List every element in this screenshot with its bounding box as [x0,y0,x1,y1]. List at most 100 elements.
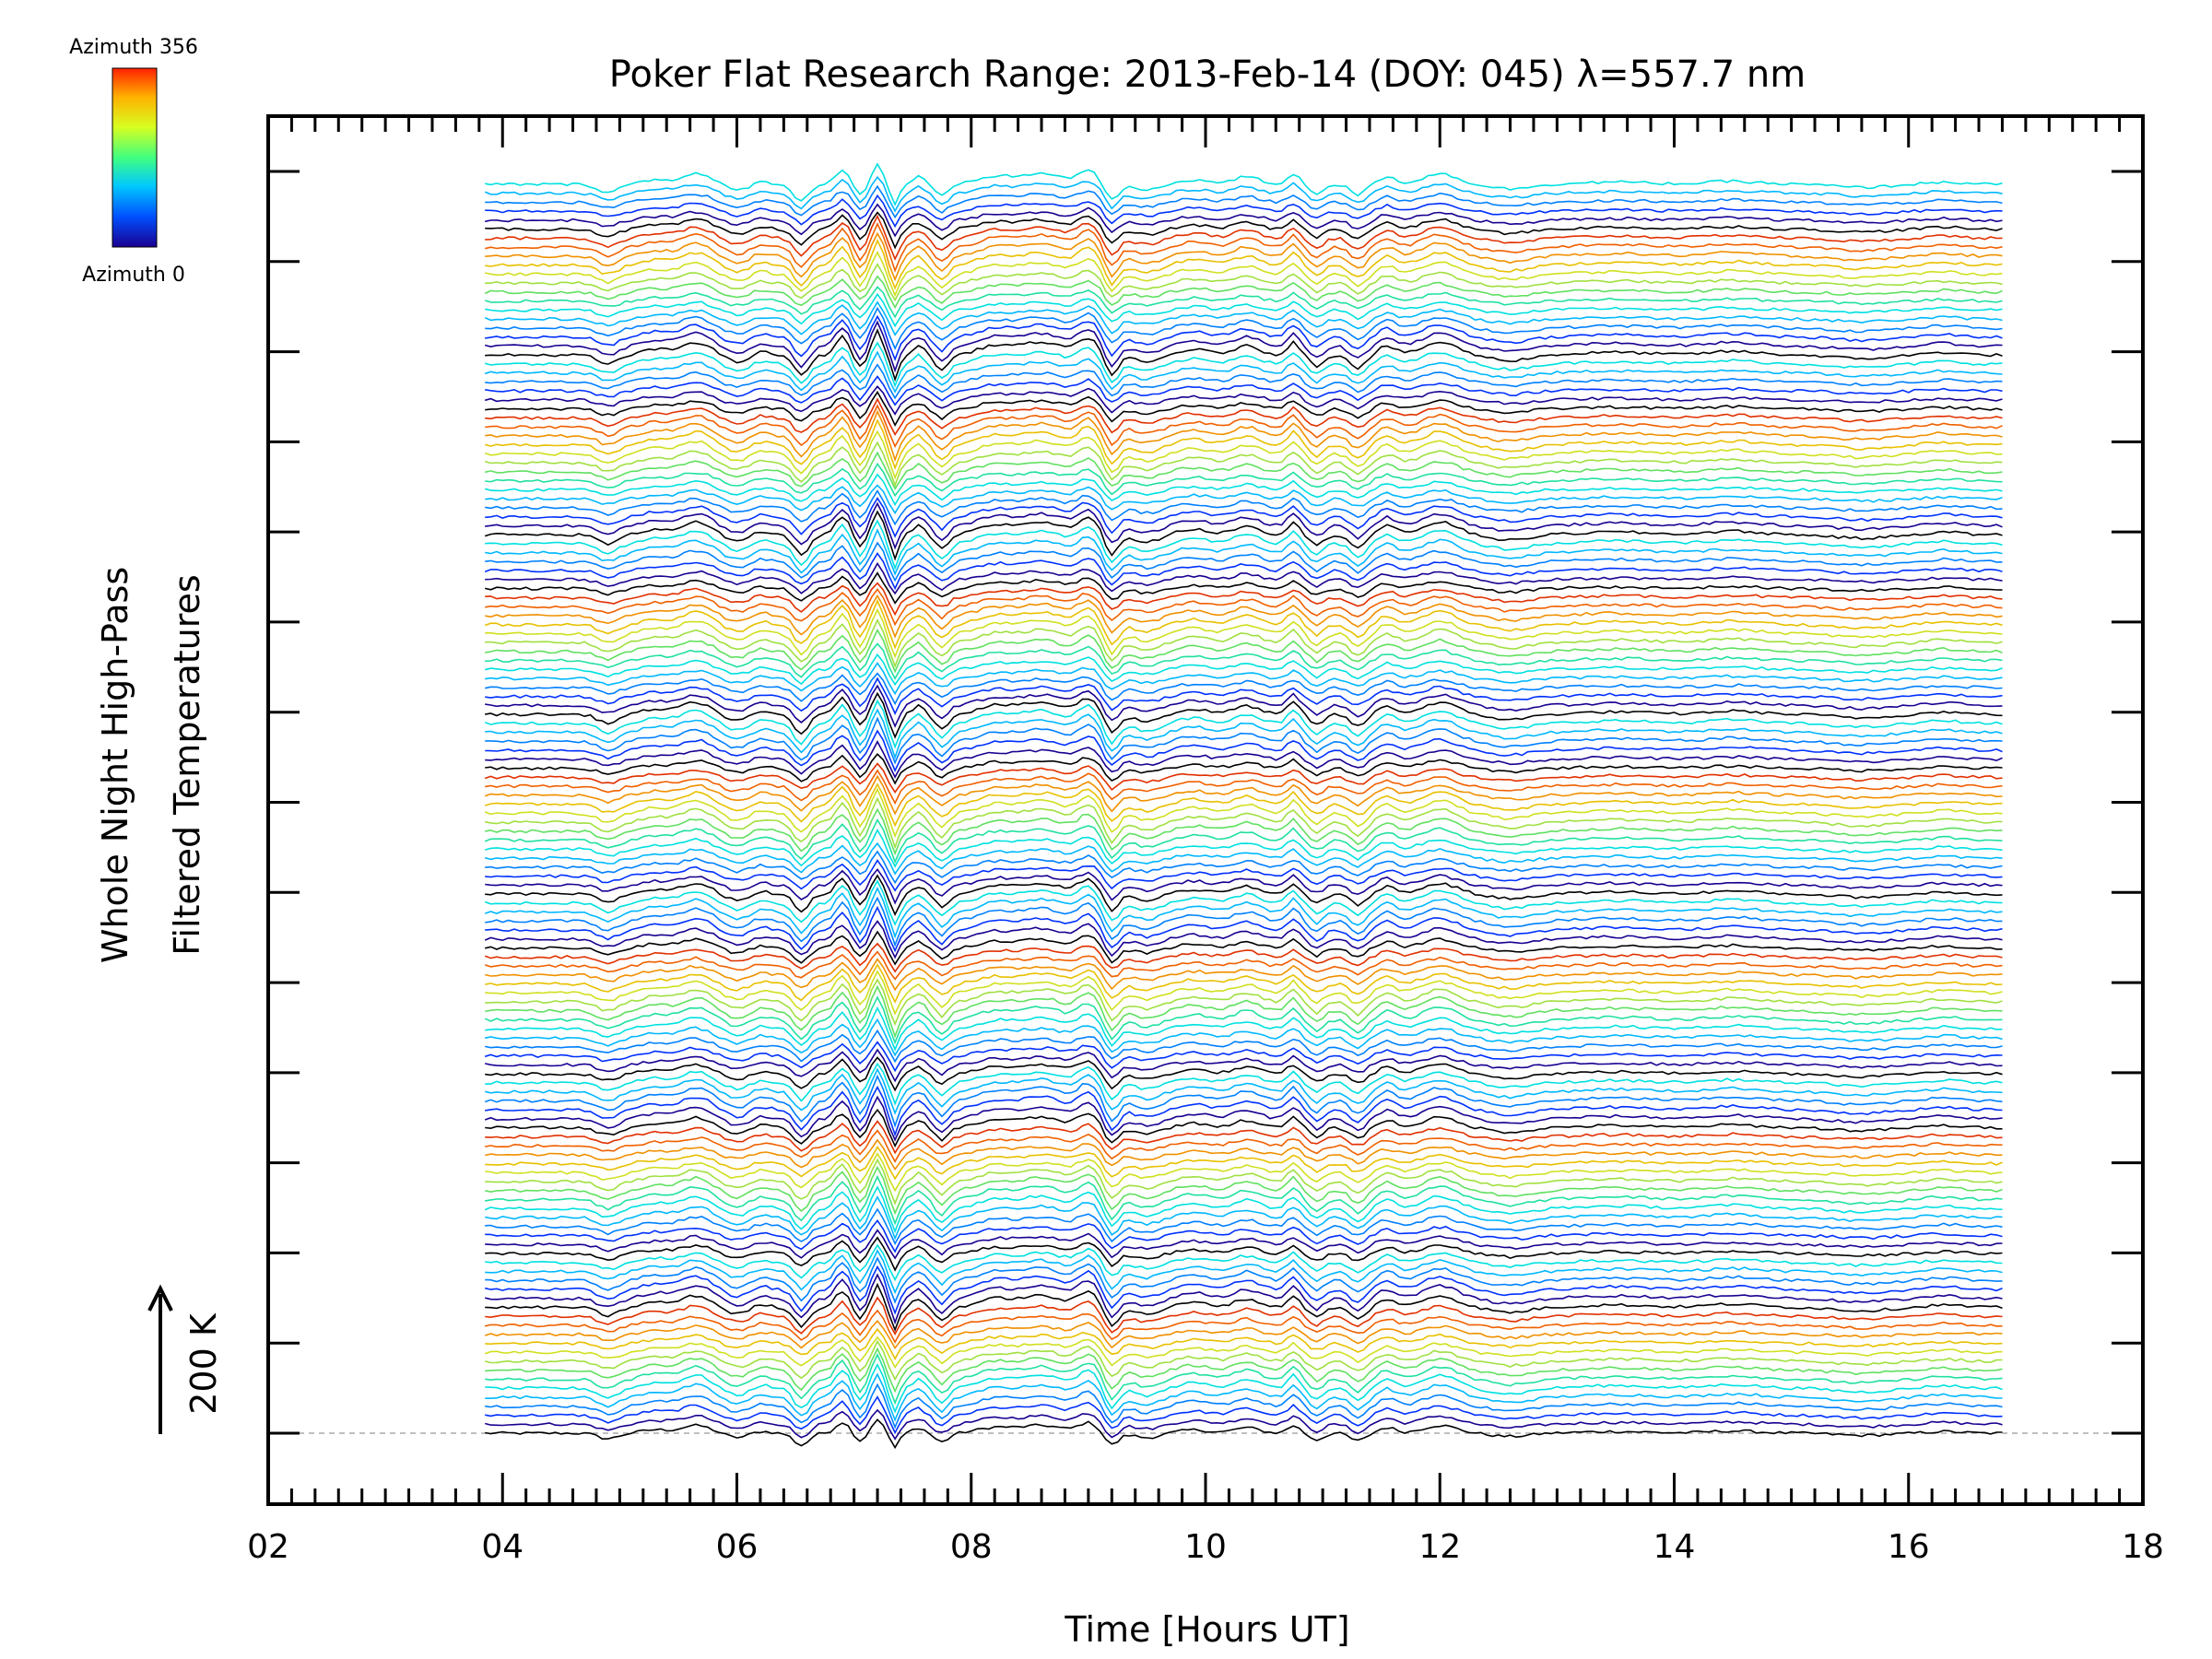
temperature-trace [485,1138,2003,1171]
temperature-trace [485,1165,2003,1216]
temperature-trace [484,782,2003,828]
temperature-trace [485,1362,2003,1414]
x-tick-label: 06 [716,1528,759,1566]
temperature-trace [485,1273,2003,1325]
temperature-trace [484,275,2003,310]
temperature-trace [484,473,2003,507]
temperature-trace [485,203,2003,238]
temperature-trace [485,1229,2003,1260]
temperature-trace [485,221,2003,273]
temperature-trace [485,753,2003,785]
temperature-trace [485,194,2003,229]
x-tick-label: 18 [2122,1528,2164,1566]
temperature-trace [484,774,2003,816]
temperature-trace [485,708,2003,760]
temperature-trace [485,1327,2003,1361]
temperature-trace [485,1372,2003,1422]
temperature-trace [484,1319,2003,1350]
x-tick-label: 14 [1653,1528,1696,1566]
temperature-trace [485,363,2003,400]
temperature-trace [485,1120,2003,1155]
temperature-trace [485,1056,2003,1092]
temperature-trace [485,1006,2003,1052]
temperature-trace [484,1095,2003,1142]
temperature-trace [485,672,2003,706]
temperature-trace [485,1218,2003,1253]
temperature-trace [485,661,2003,696]
temperature-trace [485,984,2003,1039]
temperature-trace [484,942,2003,973]
temperature-trace [485,328,2003,382]
x-tick-label: 10 [1184,1528,1227,1566]
temperature-trace [485,607,2003,659]
temperature-trace [484,385,2003,416]
y-axis-label-line1: Whole Night High-Pass [95,567,135,963]
temperature-trace [485,1347,2003,1394]
temperature-trace [485,1382,2003,1430]
temperature-trace [485,1062,2003,1106]
temperature-trace [485,1018,2003,1057]
temperature-trace [485,963,2003,1004]
temperature-trace [485,807,2003,856]
chart-title: Poker Flat Research Range: 2013-Feb-14 (… [609,53,1806,96]
x-tick-labels: 02 04 06 08 10 12 14 16 18 [247,1528,2164,1566]
temperature-trace [485,292,2003,328]
temperature-trace [484,551,2003,591]
temperature-trace [485,409,2003,463]
temperature-trace [485,306,2003,350]
temperature-trace [485,390,2003,428]
temperature-trace [485,1339,2003,1382]
temperature-trace [485,958,2003,992]
temperature-trace [485,1249,2003,1295]
temperature-trace [484,879,2003,926]
temperature-trace [485,1174,2003,1226]
temperature-trace [485,231,2003,282]
temperature-trace [484,320,2003,373]
temperature-trace [485,314,2003,361]
temperature-trace [485,1085,2003,1137]
temperature-trace [484,995,2003,1045]
temperature-trace [484,429,2003,480]
temperature-trace [485,397,2003,436]
temperature-trace [485,739,2003,779]
temperature-trace [485,484,2003,515]
temperature-trace [484,286,2003,319]
temperature-trace [485,1129,2003,1163]
temperature-trace [485,1048,2003,1083]
temperature-trace [484,1185,2003,1234]
temperature-trace [485,1282,2003,1333]
temperature-trace [485,729,2003,772]
temperature-trace [485,1395,2003,1435]
traces-layer [268,162,2143,1450]
temperature-trace [484,762,2003,794]
temperature-trace [485,375,2003,406]
scale-bar: 200 K [147,1284,224,1434]
temperature-trace [485,1265,2003,1315]
temperature-trace [484,828,2003,868]
temperature-trace [485,214,2003,261]
temperature-trace [485,488,2003,526]
temperature-trace [484,441,2003,488]
temperature-trace [485,582,2003,617]
temperature-trace [485,462,2003,498]
temperature-trace [485,905,2003,953]
temperature-trace [485,867,2003,905]
temperature-trace [485,184,2003,219]
temperature-trace [485,451,2003,490]
temperature-trace [485,519,2003,571]
colorbar-max-label: Azimuth 356 [69,36,198,59]
scale-bar-label: 200 K [183,1312,224,1415]
temperature-trace [485,1152,2003,1193]
temperature-trace [485,404,2003,449]
temperature-trace [484,886,2003,939]
colorbar: Azimuth 356 Azimuth 0 [69,36,198,287]
temperature-trace [485,896,2003,947]
temperature-trace [484,598,2003,650]
temperature-trace [485,642,2003,680]
temperature-trace [485,677,2003,715]
temperature-trace [485,628,2003,674]
temperature-trace [485,1296,2003,1335]
temperature-trace [485,1408,2003,1441]
temperature-trace [485,528,2003,576]
temperature-trace [484,300,2003,336]
